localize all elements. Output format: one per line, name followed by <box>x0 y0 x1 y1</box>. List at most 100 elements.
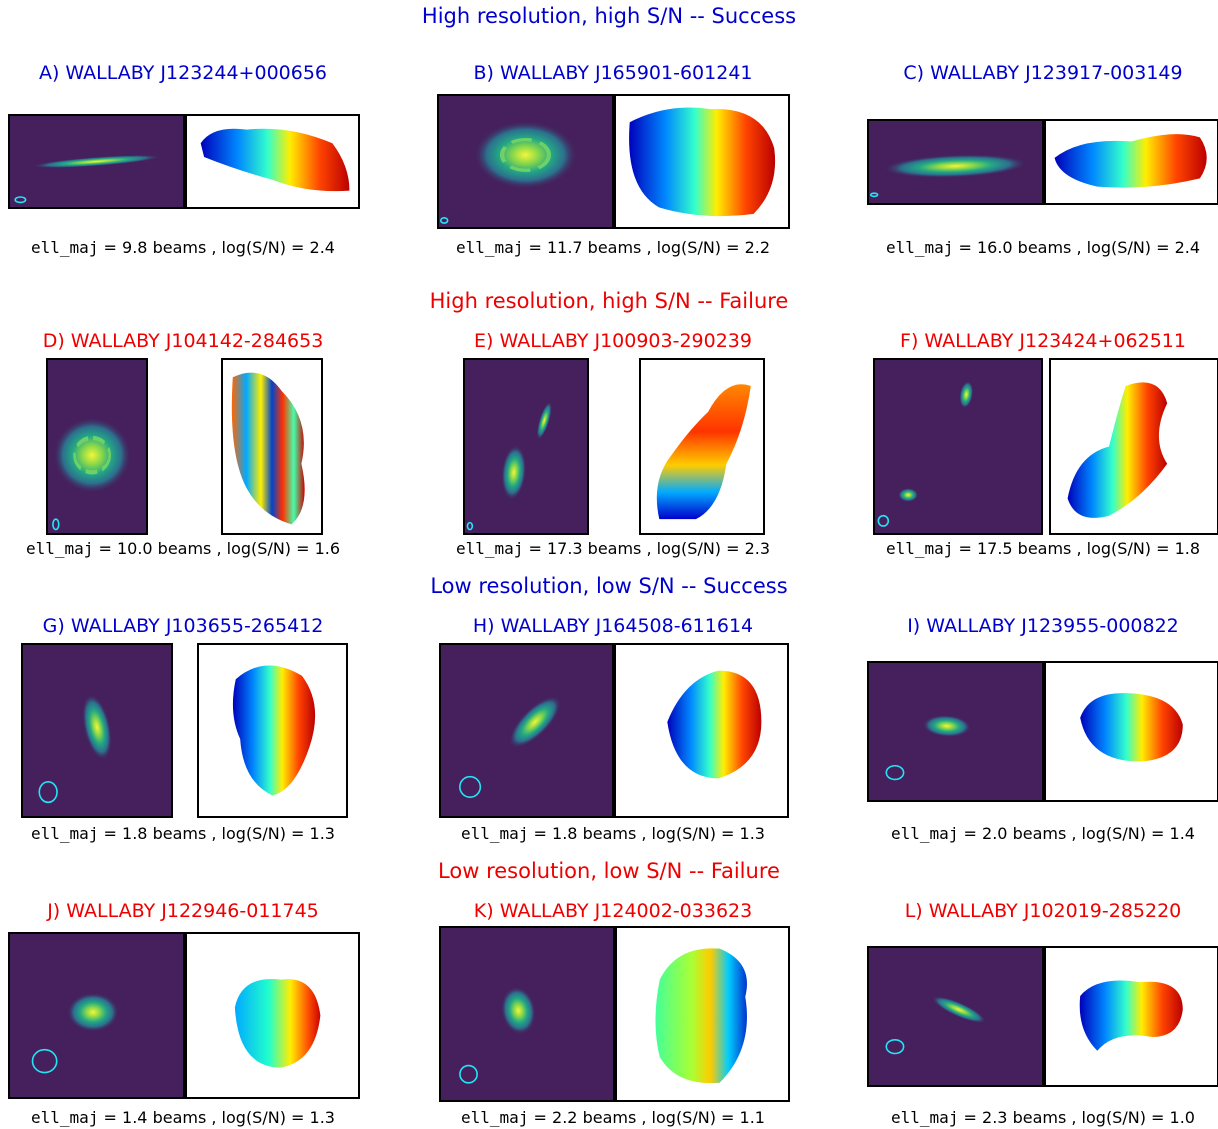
beam-circle <box>39 782 57 803</box>
velocity-field <box>234 979 321 1068</box>
velocity-field <box>1080 693 1183 762</box>
velocity-map <box>1044 946 1218 1087</box>
velocity-field <box>1054 134 1207 188</box>
galaxy-emission <box>82 693 112 761</box>
caption-values: = 17.5 beams , log(S/N) = 1.8 <box>953 539 1201 558</box>
galaxy-emission <box>959 380 974 409</box>
ell-maj-label: ell_maj <box>25 539 94 558</box>
velocity-map <box>185 932 360 1099</box>
moment0-map <box>439 926 615 1102</box>
section-heading: High resolution, high S/N -- Success <box>421 4 797 28</box>
velocity-map <box>614 643 789 818</box>
velocity-field <box>629 107 776 217</box>
beam-circle <box>460 777 481 798</box>
velocity-field <box>655 948 747 1084</box>
caption-values: = 17.3 beams , log(S/N) = 2.3 <box>523 539 771 558</box>
spiral-arm <box>499 137 552 172</box>
moment0-map <box>873 358 1043 535</box>
panel-caption: ell_maj = 1.8 beams , log(S/N) = 1.3 <box>413 824 813 843</box>
caption-values: = 2.3 beams , log(S/N) = 1.0 <box>958 1108 1195 1127</box>
moment0-map <box>867 119 1044 205</box>
velocity-field <box>231 372 305 525</box>
velocity-map <box>197 643 348 818</box>
caption-values: = 2.0 beams , log(S/N) = 1.4 <box>958 824 1195 843</box>
ell-maj-label: ell_maj <box>891 824 959 843</box>
panel-title: I) WALLABY J123955-000822 <box>907 615 1179 637</box>
ell-maj-label: ell_maj <box>885 238 954 257</box>
velocity-field <box>1067 382 1168 518</box>
beam-circle <box>886 1040 903 1054</box>
velocity-map <box>1044 661 1218 802</box>
spiral-arm <box>73 435 111 475</box>
galaxy-emission <box>509 695 562 748</box>
panel-caption: ell_maj = 1.8 beams , log(S/N) = 1.3 <box>0 824 383 843</box>
panel-title: K) WALLABY J124002-033623 <box>473 900 753 922</box>
section-heading: High resolution, high S/N -- Failure <box>429 289 789 313</box>
galaxy-emission <box>473 120 578 190</box>
caption-values: = 16.0 beams , log(S/N) = 2.4 <box>953 238 1201 257</box>
moment0-map <box>867 661 1044 802</box>
beam-circle <box>871 193 878 196</box>
beam-circle <box>441 218 448 223</box>
panel-caption: ell_maj = 10.0 beams , log(S/N) = 1.6 <box>0 539 383 558</box>
velocity-field <box>232 665 316 796</box>
moment0-map <box>463 358 589 535</box>
galaxy-emission <box>52 417 132 494</box>
beam-circle <box>15 197 25 202</box>
velocity-map <box>639 358 765 535</box>
moment0-map <box>8 114 185 209</box>
panel-title: H) WALLABY J164508-611614 <box>472 615 754 637</box>
galaxy-emission <box>536 401 552 440</box>
panel-caption: ell_maj = 16.0 beams , log(S/N) = 2.4 <box>843 238 1218 257</box>
galaxy-emission <box>500 986 536 1035</box>
moment0-map <box>439 643 614 818</box>
panel-caption: ell_maj = 1.4 beams , log(S/N) = 1.3 <box>0 1108 383 1127</box>
panel-caption: ell_maj = 9.8 beams , log(S/N) = 2.4 <box>0 238 383 257</box>
panel-title: D) WALLABY J104142-284653 <box>42 330 324 352</box>
velocity-map <box>185 114 360 209</box>
panel-title: B) WALLABY J165901-601241 <box>473 62 753 84</box>
panel-caption: ell_maj = 17.5 beams , log(S/N) = 1.8 <box>843 539 1218 558</box>
caption-values: = 9.8 beams , log(S/N) = 2.4 <box>98 238 335 257</box>
caption-values: = 1.4 beams , log(S/N) = 1.3 <box>98 1108 335 1127</box>
galaxy-emission <box>931 995 987 1024</box>
caption-values: = 1.8 beams , log(S/N) = 1.3 <box>98 824 335 843</box>
beam-circle <box>32 1050 56 1073</box>
caption-values: = 11.7 beams , log(S/N) = 2.2 <box>523 238 771 257</box>
galaxy-emission <box>31 154 162 169</box>
ell-maj-label: ell_maj <box>31 1108 99 1127</box>
beam-circle <box>53 519 59 529</box>
caption-values: = 1.8 beams , log(S/N) = 1.3 <box>528 824 765 843</box>
beam-circle <box>878 516 888 526</box>
velocity-map <box>615 926 790 1102</box>
galaxy-emission <box>501 445 527 500</box>
panel-caption: ell_maj = 2.2 beams , log(S/N) = 1.1 <box>413 1108 813 1127</box>
velocity-map <box>221 358 323 535</box>
moment0-map <box>21 643 173 818</box>
velocity-map <box>1044 119 1218 205</box>
panel-title: F) WALLABY J123424+062511 <box>900 330 1186 352</box>
moment0-map <box>46 358 148 535</box>
panel-caption: ell_maj = 11.7 beams , log(S/N) = 2.2 <box>413 238 813 257</box>
caption-values: = 10.0 beams , log(S/N) = 1.6 <box>93 539 341 558</box>
panel-title: J) WALLABY J122946-011745 <box>47 900 319 922</box>
beam-circle <box>886 766 903 780</box>
ell-maj-label: ell_maj <box>31 824 99 843</box>
moment0-map <box>8 932 185 1099</box>
velocity-field <box>200 128 350 192</box>
beam-circle <box>460 1066 477 1083</box>
galaxy-emission <box>898 488 919 502</box>
section-heading: Low resolution, low S/N -- Success <box>430 574 788 598</box>
velocity-map <box>1049 358 1218 535</box>
ell-maj-label: ell_maj <box>885 539 954 558</box>
panel-title: A) WALLABY J123244+000656 <box>38 62 328 84</box>
moment0-map <box>437 94 614 229</box>
ell-maj-label: ell_maj <box>31 238 99 257</box>
section-heading: Low resolution, low S/N -- Failure <box>438 859 780 883</box>
ell-maj-label: ell_maj <box>461 824 529 843</box>
galaxy-emission <box>883 154 1028 178</box>
galaxy-emission <box>922 714 972 738</box>
velocity-map <box>614 94 790 229</box>
velocity-field <box>1079 980 1183 1051</box>
panel-title: C) WALLABY J123917-003149 <box>903 62 1183 84</box>
